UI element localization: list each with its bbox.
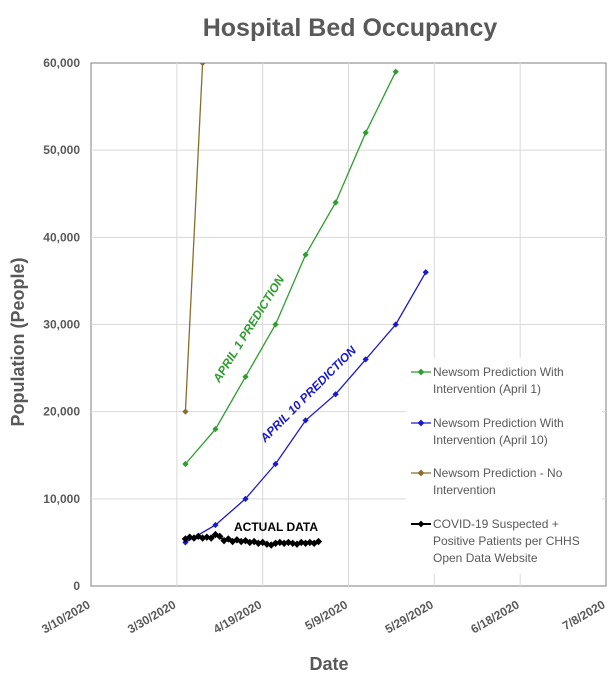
data-point	[392, 321, 399, 328]
data-point	[422, 269, 429, 276]
data-point	[272, 321, 279, 328]
y-tick-label: 0	[73, 579, 80, 593]
y-axis-title: Population (People)	[8, 257, 28, 426]
annotation-april-10-prediction: APRIL 10 PREDICTION	[257, 343, 360, 446]
legend-entry-text: Newsom Prediction With	[433, 416, 564, 430]
legend-entry-text: COVID-19 Suspected +	[433, 517, 559, 531]
y-tick-label: 50,000	[43, 143, 80, 157]
annotation-actual-data: ACTUAL DATA	[234, 520, 318, 534]
data-point	[332, 391, 339, 398]
data-point	[362, 356, 369, 363]
data-point	[182, 460, 189, 468]
data-point	[182, 408, 189, 415]
legend-swatch-marker	[417, 520, 425, 528]
x-axis-title: Date	[309, 654, 348, 674]
y-tick-label: 30,000	[43, 318, 80, 332]
data-point	[362, 129, 369, 136]
legend: Newsom Prediction With Intervention (Apri…	[411, 365, 580, 565]
y-tick-label: 40,000	[43, 230, 80, 244]
series-line-1	[184, 71, 397, 465]
data-point	[199, 63, 206, 67]
data-point	[272, 460, 279, 468]
legend-swatch-marker	[417, 419, 425, 427]
legend-swatch-marker	[417, 368, 425, 376]
y-tick-label: 20,000	[43, 405, 80, 419]
legend-entry-text: Intervention	[433, 483, 496, 497]
series-lines	[181, 63, 429, 549]
data-point	[302, 417, 309, 424]
x-tick-label: 3/10/2020	[39, 597, 93, 636]
data-point	[207, 534, 215, 542]
annotation-april-1-prediction: APRIL 1 PREDICTION	[210, 273, 288, 386]
legend-entry-text: Open Data Website	[433, 551, 538, 565]
data-point	[302, 251, 309, 258]
x-tick-label: 4/19/2020	[211, 597, 265, 636]
legend-entry-text: Newsom Prediction - No	[433, 466, 563, 480]
legend-entry-text: Intervention (April 10)	[433, 433, 548, 447]
x-tick-label: 5/29/2020	[383, 597, 437, 636]
y-tick-label: 60,000	[43, 56, 80, 70]
x-tick-label: 3/30/2020	[125, 597, 179, 636]
x-tick-label: 7/8/2020	[560, 597, 608, 633]
legend-entry-text: Positive Patients per CHHS	[433, 534, 580, 548]
series-line-2	[185, 271, 427, 543]
data-point	[392, 68, 399, 75]
legend-swatch-marker	[417, 469, 425, 477]
legend-entry-text: Newsom Prediction With	[433, 365, 564, 379]
legend-entry-text: Intervention (April 1)	[433, 382, 541, 396]
data-point	[242, 373, 249, 380]
x-tick-label: 5/9/2020	[303, 597, 351, 633]
y-tick-label: 10,000	[43, 492, 80, 506]
chart-title: Hospital Bed Occupancy	[203, 14, 498, 42]
data-point	[332, 199, 339, 206]
series-line-3	[184, 63, 204, 412]
x-tick-label: 6/18/2020	[468, 597, 522, 636]
data-point	[314, 537, 323, 546]
legend-background	[406, 358, 602, 574]
